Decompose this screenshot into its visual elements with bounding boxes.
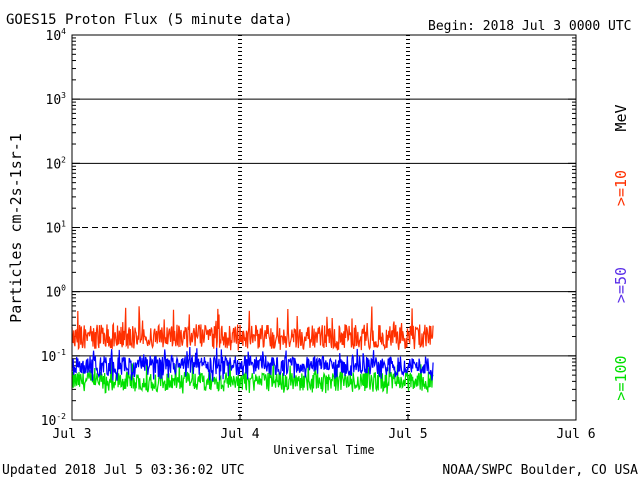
y-tick-exponent: 4 (61, 27, 66, 36)
chart-title: GOES15 Proton Flux (5 minute data) (6, 12, 293, 28)
y-tick-base: 10 (46, 222, 62, 237)
x-tick-label: Jul 6 (556, 427, 595, 442)
y-axis-label-text: Particles cm-2s-1sr-1 (7, 133, 25, 323)
y-tick-label: 10-1 (41, 348, 66, 365)
y-axis-label: Particles cm-2s-1sr-1 (7, 133, 25, 323)
y-tick-base: 10 (46, 93, 62, 108)
series-line (72, 306, 433, 350)
x-tick-label: Jul 4 (220, 427, 259, 442)
y-tick-exponent: -2 (56, 412, 66, 421)
updated-time: Updated 2018 Jul 5 03:36:02 UTC (2, 463, 245, 478)
legend-item: >=100 (612, 355, 630, 400)
x-axis-label: Universal Time (273, 443, 374, 457)
legend-item: >=50 (612, 267, 630, 303)
y-tick-base: 10 (46, 157, 62, 172)
credit: NOAA/SWPC Boulder, CO USA (442, 463, 638, 478)
y-tick-base: 10 (41, 350, 57, 365)
series-lines (72, 306, 433, 393)
units-label: MeV (612, 104, 630, 131)
begin-time: Begin: 2018 Jul 3 0000 UTC (428, 19, 632, 34)
y-tick-label: 101 (46, 220, 67, 237)
y-tick-exponent: 3 (61, 91, 66, 100)
y-tick-label: 103 (46, 91, 67, 108)
y-tick-exponent: 1 (61, 220, 66, 229)
y-tick-exponent: -1 (56, 348, 66, 357)
legend: MeV >=10 >=50 >=100 (612, 104, 630, 400)
y-tick-base: 10 (46, 286, 62, 301)
y-tick-label: 100 (46, 284, 67, 301)
y-tick-exponent: 2 (61, 155, 66, 164)
y-tick-exponent: 0 (61, 284, 66, 293)
x-tick-label: Jul 3 (52, 427, 91, 442)
legend-item: >=10 (612, 170, 630, 206)
y-tick-base: 10 (46, 29, 62, 44)
y-tick-label: 104 (46, 27, 67, 44)
x-tick-labels: Jul 3 Jul 4 Jul 5 Jul 6 (52, 414, 595, 442)
x-tick-label: Jul 5 (388, 427, 427, 442)
y-tick-label: 102 (46, 155, 67, 172)
